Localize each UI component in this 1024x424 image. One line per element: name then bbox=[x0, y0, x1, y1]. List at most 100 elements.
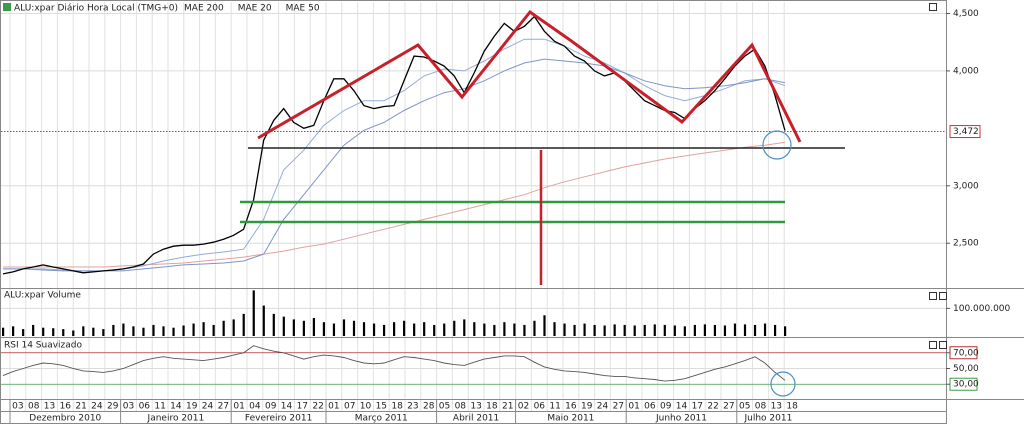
month-label: Junho 2011 bbox=[655, 414, 707, 424]
legend-entry: MAE 20 bbox=[238, 4, 272, 14]
volume-bar bbox=[172, 327, 175, 336]
panel-title: ALU:xpar Volume bbox=[4, 291, 81, 301]
volume-bar bbox=[302, 320, 305, 336]
volume-bar bbox=[613, 324, 616, 336]
x-tick-label: 03 bbox=[12, 402, 23, 412]
x-tick-label: 01 bbox=[328, 402, 339, 412]
x-tick-label: 27 bbox=[723, 402, 734, 412]
x-tick-label: 13 bbox=[44, 402, 55, 412]
volume-bar bbox=[122, 323, 125, 336]
volume-bar bbox=[493, 324, 496, 336]
x-tick-label: 10 bbox=[360, 402, 372, 412]
x-tick-label: 08 bbox=[28, 402, 40, 412]
volume-bar bbox=[673, 325, 676, 336]
volume-bar bbox=[162, 326, 165, 336]
x-tick-label: 06 bbox=[534, 402, 546, 412]
y-tick-label: 3,000 bbox=[953, 181, 979, 191]
volume-bar bbox=[693, 324, 696, 336]
x-tick-label: 02 bbox=[518, 402, 529, 412]
legend-entry: MAE 200 bbox=[184, 4, 224, 14]
chart-title: ALU:xpar Diário Hora Local (TMG+0) bbox=[14, 4, 178, 14]
volume-bar bbox=[132, 326, 135, 336]
volume-bar bbox=[62, 329, 65, 336]
volume-bar bbox=[653, 324, 656, 336]
x-tick-label: 23 bbox=[407, 402, 418, 412]
volume-bar bbox=[352, 320, 356, 336]
x-tick-label: 17 bbox=[297, 402, 308, 412]
volume-bar bbox=[463, 319, 466, 336]
x-tick-label: 08 bbox=[755, 402, 767, 412]
x-tick-label: 24 bbox=[202, 402, 214, 412]
y-tick-label: 50,00 bbox=[953, 364, 979, 374]
x-tick-label: 07 bbox=[344, 402, 355, 412]
annotations bbox=[240, 9, 845, 397]
volume-bar bbox=[633, 325, 636, 336]
volume-bar bbox=[643, 324, 646, 336]
x-tick-label: 24 bbox=[91, 402, 103, 412]
volume-bar bbox=[152, 324, 155, 336]
volume-bar bbox=[192, 323, 195, 336]
month-label: Janeiro 2011 bbox=[147, 414, 205, 424]
x-tick-label: 18 bbox=[486, 402, 498, 412]
volume-bar bbox=[533, 320, 536, 336]
volume-bar bbox=[232, 319, 235, 336]
volume-bar bbox=[593, 324, 596, 336]
y-tick-label: 30,00 bbox=[953, 380, 979, 390]
legend-entry: MAE 50 bbox=[286, 4, 320, 14]
trend-zigzag bbox=[257, 9, 802, 143]
month-label: Maio 2011 bbox=[547, 414, 594, 424]
data-line bbox=[3, 58, 786, 272]
x-tick-label: 22 bbox=[707, 402, 718, 412]
panel-button[interactable] bbox=[929, 292, 937, 300]
volume-bar bbox=[32, 324, 35, 336]
y-tick-label: 100.000.000 bbox=[953, 304, 1011, 314]
x-tick-label: 21 bbox=[502, 402, 513, 412]
volume-bar bbox=[703, 324, 706, 336]
panel-button[interactable] bbox=[929, 341, 937, 349]
volume-bar bbox=[503, 322, 506, 336]
x-tick-label: 18 bbox=[786, 402, 798, 412]
volume-bar bbox=[553, 322, 556, 336]
x-tick-label: 03 bbox=[123, 402, 134, 412]
volume-bar bbox=[733, 323, 737, 336]
panel-button[interactable] bbox=[939, 292, 947, 300]
volume-bar bbox=[382, 324, 386, 336]
x-tick-label: 05 bbox=[739, 402, 750, 412]
x-tick-label: 04 bbox=[249, 402, 261, 412]
data-line bbox=[2, 345, 786, 382]
symbol-icon bbox=[3, 3, 11, 11]
month-label: Dezembro 2010 bbox=[29, 414, 101, 424]
x-tick-label: 21 bbox=[75, 402, 86, 412]
panel-button[interactable] bbox=[939, 341, 947, 349]
volume-bar bbox=[202, 322, 205, 336]
volume-bar bbox=[272, 313, 275, 336]
volume-bar bbox=[713, 324, 717, 336]
volume-bar bbox=[663, 324, 666, 336]
volume-bar bbox=[42, 327, 45, 336]
volume-bar bbox=[2, 327, 5, 336]
volume-bar bbox=[583, 323, 586, 336]
x-tick-label: 01 bbox=[233, 402, 244, 412]
x-tick-label: 24 bbox=[597, 402, 609, 412]
volume-bar bbox=[262, 305, 265, 336]
volume-bar bbox=[773, 324, 777, 336]
volume-bar bbox=[433, 324, 436, 336]
volume-bar bbox=[723, 325, 727, 336]
volume-bar bbox=[563, 323, 566, 336]
volume-bar bbox=[312, 318, 315, 336]
month-label: Março 2011 bbox=[355, 414, 408, 424]
volume-bar bbox=[222, 320, 225, 336]
x-tick-label: 05 bbox=[439, 402, 450, 412]
volume-bar bbox=[332, 323, 336, 336]
x-tick-label: 14 bbox=[676, 402, 688, 412]
volume-bar bbox=[443, 323, 446, 336]
volume-bar bbox=[142, 327, 145, 336]
last-price-box bbox=[949, 125, 981, 139]
last-price-label: 3,472 bbox=[953, 127, 979, 137]
volume-bar bbox=[372, 323, 376, 336]
x-tick-label: 18 bbox=[391, 402, 403, 412]
panel-button[interactable] bbox=[929, 3, 937, 11]
